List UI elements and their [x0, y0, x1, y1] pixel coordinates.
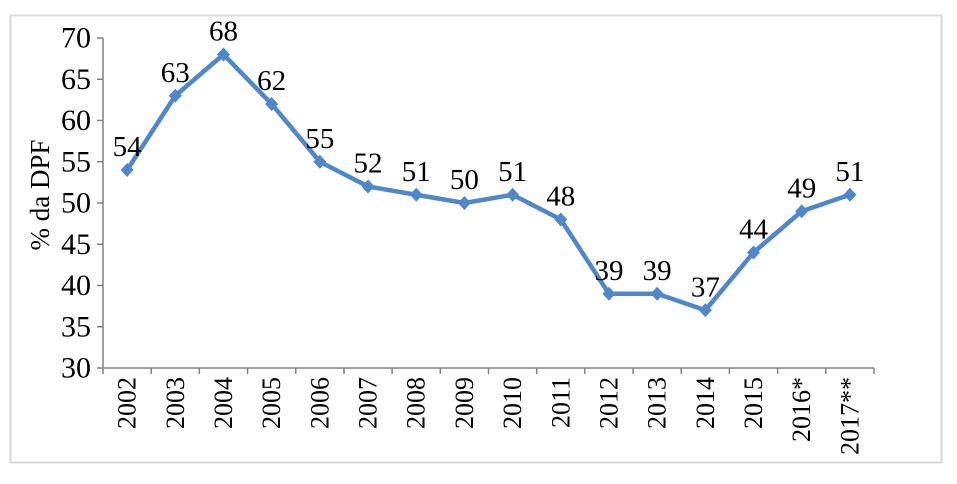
data-point-label: 49: [787, 172, 816, 204]
chart-border: [9, 14, 943, 464]
x-tick-label: 2007: [354, 377, 383, 429]
x-tick-label: 2004: [209, 377, 238, 429]
y-tick-label: 65: [61, 63, 91, 96]
axes: 30 35 40 45 50 55 60 65 70 2002 2003 2004 2005 2006 20…: [61, 22, 875, 455]
y-tick-label: 35: [61, 310, 91, 343]
y-tick-label: 40: [61, 269, 91, 302]
data-point-label: 44: [739, 214, 769, 246]
y-tick-label: 30: [61, 352, 91, 385]
x-tick-label: 2014: [691, 377, 720, 429]
y-axis-title: % da DPF: [25, 139, 55, 250]
data-point-marker: [843, 187, 857, 202]
series-dpf: 54 63 68 62 55 52 51 50 51 48 39 39 37 44 49 51: [113, 16, 864, 318]
data-point-marker: [795, 204, 809, 219]
data-point-marker: [506, 187, 520, 202]
data-point-marker: [747, 245, 761, 260]
y-tick-label: 60: [61, 104, 91, 137]
data-point-marker: [602, 286, 616, 301]
x-tick-label: 2008: [402, 377, 431, 429]
y-tick-label: 70: [61, 22, 91, 55]
x-tick-label: 2015: [739, 377, 768, 429]
series-line: [124, 52, 853, 313]
x-tick-label: 2002: [113, 377, 142, 429]
data-point-marker: [216, 47, 230, 62]
x-tick-label: 2011: [546, 377, 575, 428]
data-point-label: 50: [450, 164, 479, 196]
data-point-label: 55: [305, 123, 334, 155]
x-tick-label: 2005: [257, 377, 286, 429]
data-point-marker: [650, 286, 664, 301]
data-point-label: 51: [835, 156, 864, 188]
y-tick-label: 50: [61, 187, 91, 220]
data-point-label: 39: [594, 255, 623, 287]
x-tick-label: 2006: [305, 377, 334, 429]
data-point-marker: [120, 163, 134, 177]
data-point-label: 37: [691, 271, 720, 303]
data-point-marker: [313, 154, 327, 169]
x-tick-label: 2017**: [835, 377, 864, 455]
data-point-marker: [168, 88, 182, 103]
data-point-label: 63: [161, 57, 190, 89]
data-point-label: 68: [209, 16, 238, 48]
data-point-marker: [554, 212, 568, 227]
data-point-label: 48: [546, 181, 575, 213]
x-tick-label: 2010: [498, 377, 527, 429]
data-point-label: 39: [643, 255, 672, 287]
x-tick-label: 2003: [161, 377, 190, 429]
y-tick-label: 55: [61, 145, 91, 178]
data-point-marker: [698, 303, 712, 318]
x-tick-label: 2012: [594, 377, 623, 429]
y-tick-label: 45: [61, 228, 91, 261]
x-tick-label: 2009: [450, 377, 479, 429]
x-tick-label: 2016*: [787, 377, 816, 442]
data-point-marker: [265, 97, 279, 111]
data-point-label: 54: [113, 131, 143, 163]
data-point-marker: [409, 187, 423, 202]
data-point-marker: [457, 196, 471, 210]
x-tick-label: 2013: [643, 377, 672, 429]
data-point-marker: [361, 179, 375, 194]
data-point-label: 62: [257, 65, 286, 97]
data-point-label: 51: [498, 156, 527, 188]
data-point-label: 52: [354, 148, 383, 180]
data-point-label: 51: [402, 156, 431, 188]
